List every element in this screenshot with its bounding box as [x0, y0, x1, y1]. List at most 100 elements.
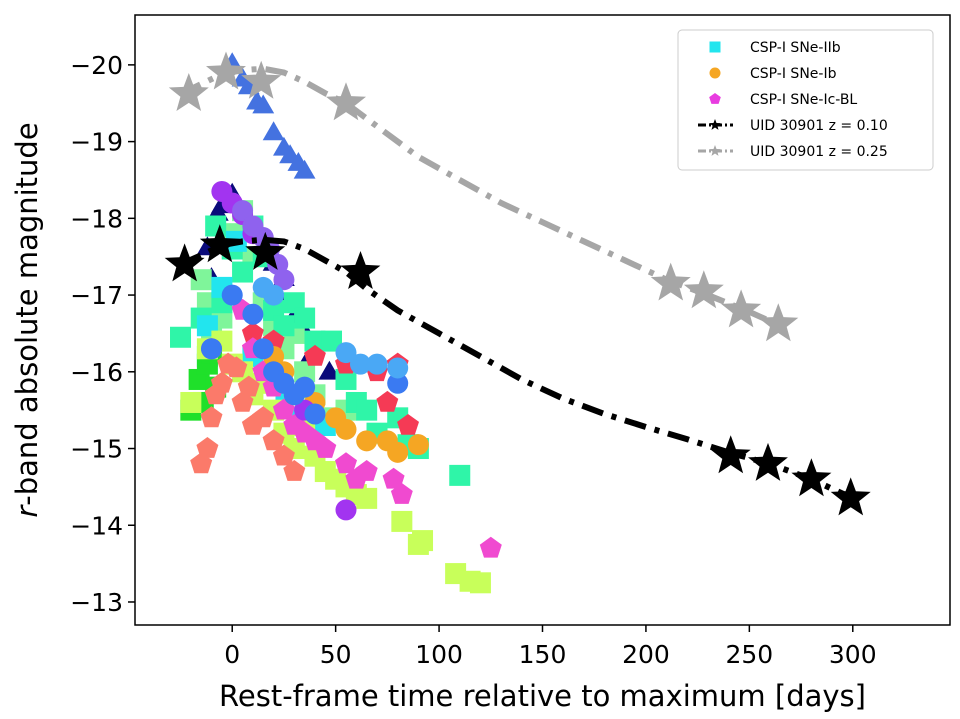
- star-marker: [748, 442, 788, 481]
- x-axis-label: Rest-frame time relative to maximum [day…: [219, 679, 866, 713]
- legend-item: UID 30901 z = 0.25: [698, 144, 888, 160]
- data-point: [335, 342, 357, 364]
- data-point: [449, 464, 471, 486]
- data-point: [221, 284, 243, 306]
- legend-label: UID 30901 z = 0.25: [750, 144, 888, 160]
- star-marker: [168, 73, 209, 111]
- data-point: [349, 353, 371, 375]
- legend-item: UID 30901 z = 0.10: [698, 118, 888, 134]
- legend-marker: [709, 119, 721, 130]
- data-point: [273, 315, 295, 337]
- legend-label: CSP-I SNe-Ib: [750, 66, 837, 82]
- data-point: [196, 437, 219, 458]
- y-axis-label-italic: r: [10, 504, 44, 518]
- data-point: [272, 444, 295, 466]
- legend-label: UID 30901 z = 0.10: [750, 118, 888, 134]
- x-tick-label: 50: [320, 640, 352, 669]
- y-tick-label: −16: [70, 358, 123, 387]
- x-tick-label: 300: [829, 640, 877, 669]
- legend-item: CSP-I SNe-IIb: [709, 40, 841, 56]
- y-axis-ticks: −20 −19 −18 −17 −16 −15 −14 −13: [70, 51, 135, 617]
- data-point: [356, 487, 378, 509]
- legend-label: CSP-I SNe-IIb: [750, 40, 841, 56]
- legend-item: CSP-I SNe-Ic-BL: [709, 92, 857, 108]
- data-point: [376, 390, 399, 412]
- star-marker: [791, 458, 832, 497]
- x-tick-label: 150: [519, 640, 567, 669]
- star-marker: [199, 224, 240, 263]
- star-marker: [721, 289, 762, 328]
- data-point: [387, 357, 409, 379]
- data-point: [241, 321, 264, 343]
- data-point: [190, 269, 212, 291]
- data-point: [232, 200, 254, 222]
- legend-item: CSP-I SNe-Ib: [709, 66, 837, 82]
- y-tick-label: −20: [70, 51, 123, 80]
- data-point: [262, 121, 285, 141]
- y-axis-label-rest: -band absolute magnitude: [10, 122, 44, 505]
- legend-marker: [709, 67, 721, 79]
- x-tick-label: 200: [622, 640, 670, 669]
- legend-box: [677, 29, 934, 171]
- data-point: [391, 510, 413, 532]
- data-point: [293, 159, 316, 179]
- data-point: [304, 330, 326, 352]
- data-point: [294, 307, 316, 329]
- data-point: [242, 303, 264, 325]
- data-point: [252, 406, 275, 428]
- series-line: [179, 236, 855, 502]
- x-tick-label: 100: [415, 640, 463, 669]
- y-tick-label: −15: [70, 435, 123, 464]
- data-point: [252, 94, 275, 114]
- data-point: [382, 467, 405, 489]
- uid-30901-series: [164, 51, 871, 516]
- series-line: [179, 65, 782, 329]
- data-point: [335, 368, 357, 390]
- data-point: [366, 353, 388, 375]
- data-point: [262, 429, 285, 451]
- legend-label: CSP-I SNe-Ic-BL: [750, 92, 857, 108]
- y-tick-label: −17: [70, 281, 123, 310]
- data-point: [210, 371, 233, 393]
- data-point: [387, 441, 409, 463]
- y-tick-label: −18: [70, 204, 123, 233]
- legend-marker: [709, 41, 721, 53]
- data-point: [407, 434, 429, 456]
- star-marker: [710, 435, 751, 474]
- data-point: [201, 338, 223, 360]
- star-marker: [164, 243, 205, 282]
- data-point: [294, 361, 316, 383]
- y-tick-label: −19: [70, 128, 123, 157]
- y-tick-label: −14: [70, 511, 123, 540]
- data-point: [335, 499, 357, 521]
- x-axis-ticks: 0 50 100 150 200 250 300: [224, 625, 877, 669]
- y-axis-label: r-band absolute magnitude: [10, 122, 44, 517]
- x-tick-label: 250: [725, 640, 773, 669]
- data-point: [469, 572, 491, 594]
- y-tick-label: −13: [70, 588, 123, 617]
- data-point: [356, 399, 378, 421]
- star-marker: [206, 51, 246, 90]
- star-marker: [340, 251, 381, 289]
- data-point: [355, 460, 378, 481]
- legend: CSP-I SNe-IIb CSP-I SNe-Ib CSP-I SNe-Ic-BL…: [677, 29, 934, 171]
- data-point: [200, 406, 223, 428]
- data-point: [294, 376, 316, 398]
- data-point: [283, 460, 306, 481]
- star-marker: [326, 82, 366, 121]
- star-marker: [830, 477, 871, 516]
- data-point: [318, 360, 341, 380]
- csp-sample-points: [170, 52, 502, 594]
- data-point: [390, 483, 413, 504]
- data-point: [412, 530, 434, 552]
- data-point: [237, 375, 260, 397]
- data-point: [252, 338, 274, 360]
- legend-marker: [709, 145, 721, 156]
- data-point: [232, 261, 254, 283]
- data-point: [263, 284, 285, 306]
- star-marker: [245, 231, 286, 270]
- star-marker: [758, 303, 799, 342]
- data-point: [335, 452, 357, 474]
- data-point: [170, 326, 192, 348]
